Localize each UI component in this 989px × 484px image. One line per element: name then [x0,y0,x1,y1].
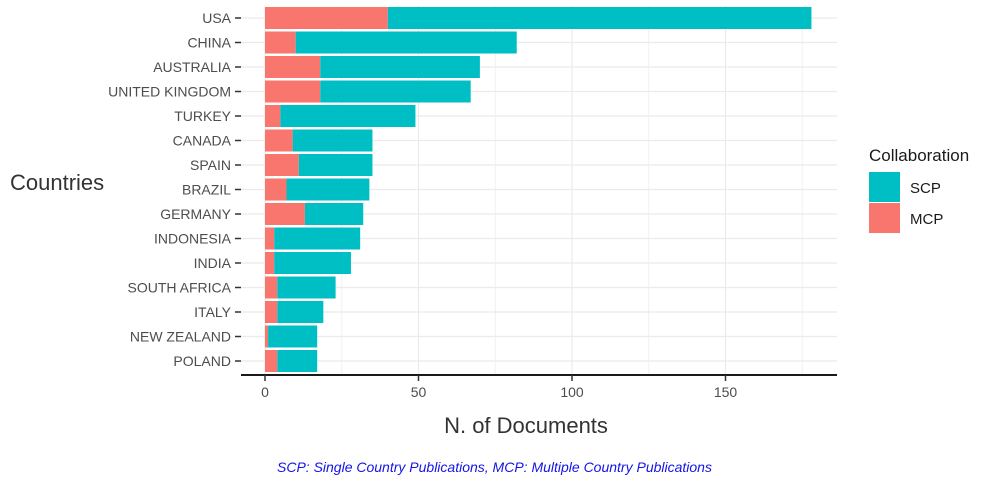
bar-mcp-australia [265,56,321,78]
y-tick-label: GERMANY [160,206,231,222]
y-tick-label: USA [202,10,231,26]
chart-caption: SCP: Single Country Publications, MCP: M… [277,459,712,475]
bar-mcp-germany [265,203,305,225]
x-tick-label: 50 [411,384,427,400]
bar-scp-australia [320,56,480,78]
y-tick-label: TURKEY [174,108,231,124]
bar-scp-poland [277,350,318,372]
bar-mcp-united-kingdom [265,80,321,103]
bar-scp-indonesia [274,227,361,250]
y-tick-label: CANADA [173,133,232,149]
y-tick-label: NEW ZEALAND [130,329,231,345]
bar-mcp-usa [265,7,388,29]
legend-swatch-scp [869,172,900,202]
y-tick-label: AUSTRALIA [153,59,231,75]
x-tick-label: 100 [560,384,584,400]
bars [265,7,812,372]
legend: Collaboration SCP MCP [869,146,969,233]
bar-mcp-brazil [265,178,287,201]
bar-mcp-india [265,252,275,274]
bar-scp-brazil [286,178,370,201]
y-tick-label: INDIA [194,255,232,271]
bar-scp-new-zealand [268,325,318,348]
x-axis: 0 50 100 150 [241,374,837,400]
y-tick-label: POLAND [173,353,231,369]
y-axis-title: Countries [10,170,104,195]
bar-mcp-south-africa [265,276,278,299]
bar-mcp-italy [265,301,278,323]
bar-scp-usa [387,7,812,29]
bar-mcp-indonesia [265,227,275,250]
x-tick-label: 0 [261,384,269,400]
y-tick-label: SOUTH AFRICA [128,280,232,296]
bar-scp-germany [304,203,364,225]
bar-mcp-turkey [265,105,281,127]
bar-scp-turkey [280,105,416,127]
bar-scp-united-kingdom [320,80,471,103]
y-tick-label: INDONESIA [154,231,232,247]
legend-title: Collaboration [869,146,969,165]
bar-mcp-china [265,31,296,54]
bar-scp-spain [298,154,373,176]
bar-mcp-canada [265,129,293,152]
bar-mcp-new-zealand [265,325,269,348]
bar-scp-canada [292,129,373,152]
bar-mcp-spain [265,154,299,176]
legend-label-mcp: MCP [910,211,943,228]
y-tick-label: BRAZIL [182,182,231,198]
bar-mcp-poland [265,350,278,372]
bar-scp-india [274,252,351,274]
bar-scp-south-africa [277,276,336,299]
y-tick-label: SPAIN [190,157,231,173]
legend-swatch-mcp [869,203,900,233]
y-tick-label: ITALY [194,304,231,320]
bar-scp-china [295,31,517,54]
x-tick-label: 150 [714,384,738,400]
bar-scp-italy [277,301,324,323]
y-tick-label: CHINA [187,35,231,51]
legend-label-scp: SCP [910,180,941,197]
x-axis-title: N. of Documents [444,413,608,438]
y-axis: USA CHINA AUSTRALIA UNITED KINGDOM TURKEY CAN… [108,10,241,369]
y-tick-label: UNITED KINGDOM [108,84,231,100]
